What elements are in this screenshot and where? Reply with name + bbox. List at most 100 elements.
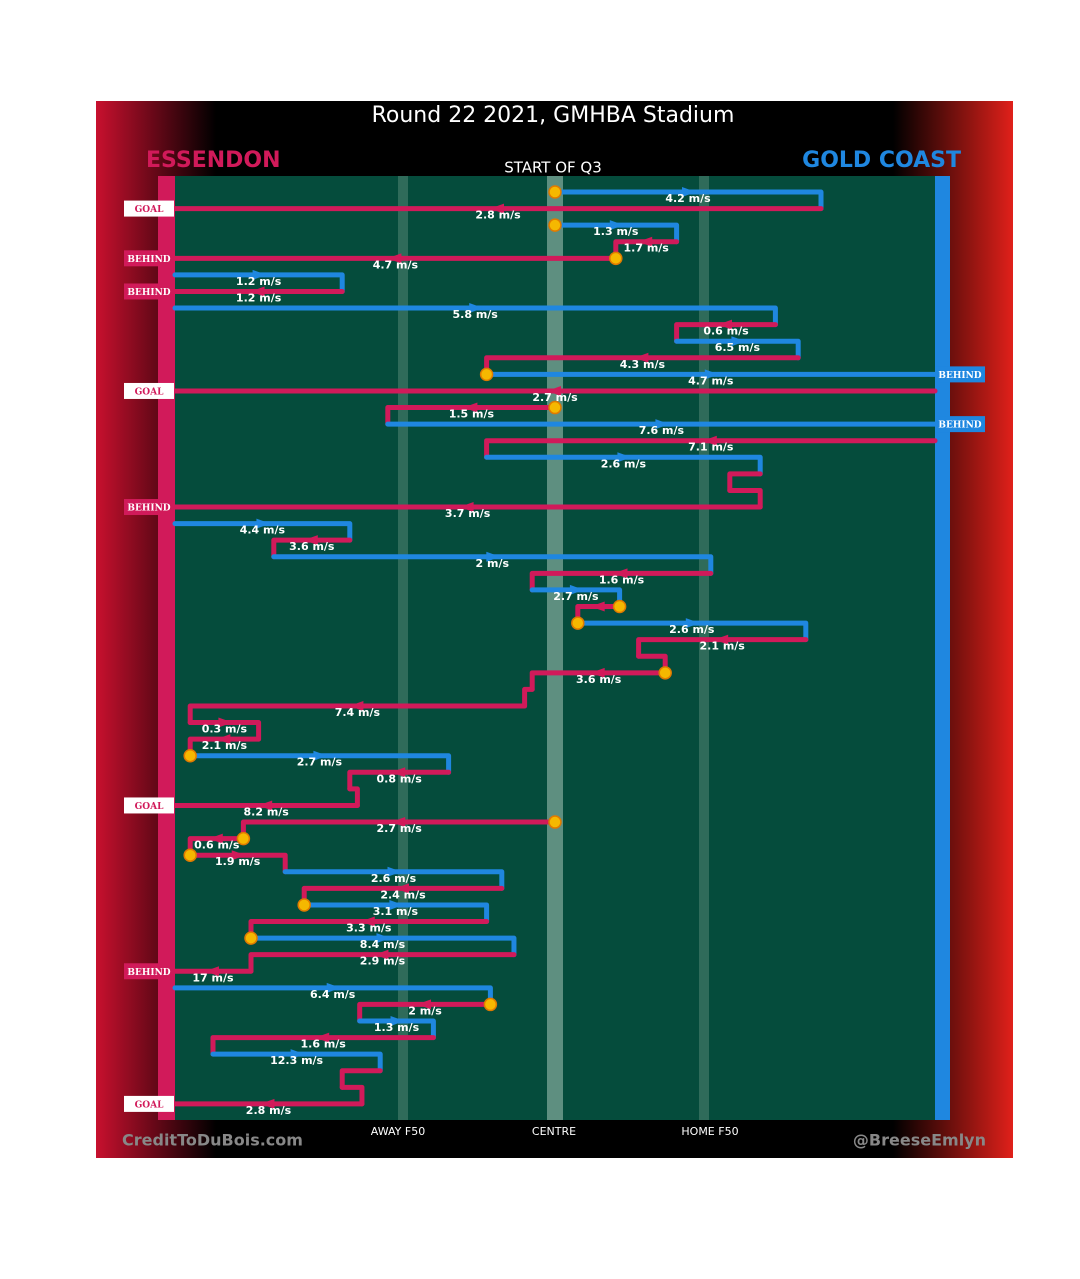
- segment: [575, 620, 809, 643]
- speed-label: 1.5 m/s: [449, 408, 495, 421]
- arrow: [231, 850, 246, 861]
- stoppage-marker: [236, 831, 251, 846]
- stoppage-marker: [612, 599, 627, 614]
- stoppage-marker: [548, 400, 562, 415]
- arrow: [390, 1016, 405, 1026]
- outcome-label: BEHIND: [938, 371, 981, 381]
- stoppage-marker: [183, 748, 197, 763]
- speed-label: 2 m/s: [408, 1004, 442, 1017]
- arrow: [349, 700, 364, 711]
- segment: [282, 869, 505, 891]
- arrow: [655, 419, 670, 430]
- speed-label: 2.8 m/s: [246, 1104, 292, 1117]
- segment: [674, 338, 801, 361]
- arrow: [205, 966, 219, 977]
- arrow: [617, 452, 632, 463]
- speed-label: 3.1 m/s: [373, 905, 419, 918]
- title: Round 22 2021, GMHBA Stadium: [372, 103, 735, 128]
- away-f50-line: [398, 176, 408, 1120]
- segment: [529, 570, 714, 593]
- arrow: [360, 916, 375, 927]
- stoppage-marker: [297, 898, 311, 912]
- arrow: [260, 1098, 275, 1109]
- arrow: [490, 203, 504, 214]
- arrow: [389, 899, 404, 910]
- arrow: [704, 369, 719, 380]
- segment: [271, 554, 714, 576]
- speed-label: 1.9 m/s: [215, 855, 261, 868]
- home-f50-line: [699, 176, 709, 1120]
- outcome-box: [124, 382, 174, 399]
- arrow: [387, 866, 402, 877]
- arrow: [256, 518, 271, 529]
- speed-label: 5.8 m/s: [453, 308, 499, 321]
- speed-label: 7.6 m/s: [639, 424, 685, 437]
- arrow: [216, 734, 231, 745]
- speed-label: 2.9 m/s: [360, 955, 406, 968]
- field-label: AWAY F50: [371, 1125, 425, 1138]
- speed-label: 2 m/s: [476, 557, 510, 570]
- speed-label: 1.6 m/s: [599, 573, 645, 586]
- speed-label: 0.6 m/s: [703, 325, 749, 338]
- segment: [674, 322, 778, 344]
- credit: @BreeseEmlyn: [853, 1131, 986, 1150]
- outcome-label: GOAL: [135, 387, 165, 397]
- outcome-label: BEHIND: [127, 288, 170, 298]
- speed-label: 0.6 m/s: [194, 839, 240, 852]
- stoppage-marker: [183, 848, 197, 862]
- stoppage-marker: [609, 251, 623, 266]
- speed-label: 1.7 m/s: [624, 242, 670, 255]
- outcome-box: [124, 963, 174, 980]
- speed-label: 6.5 m/s: [715, 341, 761, 354]
- speed-label: 1.2 m/s: [236, 291, 282, 304]
- speed-label: 3.7 m/s: [445, 507, 491, 520]
- arrow: [718, 319, 732, 330]
- away-team: GOLD COAST: [802, 148, 961, 173]
- outcome-label: BEHIND: [127, 504, 170, 514]
- segment: [210, 1035, 436, 1057]
- segment: [248, 952, 517, 974]
- segment: [727, 487, 763, 510]
- speed-label: 2.6 m/s: [601, 457, 647, 470]
- segment: [636, 637, 809, 659]
- segment: [529, 670, 668, 692]
- outcome-label: BEHIND: [127, 255, 170, 265]
- speed-label: 2.7 m/s: [553, 590, 599, 603]
- segment: [172, 305, 778, 328]
- speed-label: 7.1 m/s: [688, 441, 734, 454]
- field-label: HOME F50: [681, 1125, 738, 1138]
- outcome-box: [935, 366, 985, 383]
- arrow: [486, 551, 501, 562]
- arrow: [469, 303, 484, 314]
- arrow: [590, 667, 605, 678]
- speed-label: 12.3 m/s: [270, 1054, 323, 1067]
- segment: [552, 189, 824, 212]
- arrow: [590, 601, 605, 612]
- speed-label: 4.7 m/s: [373, 258, 419, 271]
- speed-label: 3.6 m/s: [289, 540, 335, 553]
- outcome-box: [124, 797, 174, 814]
- outcome-label: BEHIND: [127, 968, 170, 978]
- arrow: [315, 1032, 330, 1043]
- arrow: [613, 568, 628, 579]
- segment: [727, 471, 763, 493]
- speed-label: 3.3 m/s: [346, 922, 392, 935]
- arrow: [376, 933, 391, 944]
- outcome-box: [124, 250, 174, 267]
- subtitle: START OF Q3: [504, 159, 602, 177]
- segment: [347, 786, 360, 808]
- arrow: [463, 402, 478, 413]
- speed-label: 4.7 m/s: [688, 374, 734, 387]
- arrow: [702, 435, 717, 446]
- arrow: [313, 750, 328, 761]
- stoppage-marker: [548, 815, 562, 829]
- speed-label: 2.1 m/s: [202, 739, 248, 752]
- speed-label: 4.2 m/s: [665, 192, 711, 205]
- arrow: [208, 833, 223, 844]
- speed-label: 1.6 m/s: [301, 1038, 347, 1051]
- arrow: [682, 187, 696, 197]
- arrow: [547, 385, 561, 396]
- speed-label: 7.4 m/s: [335, 706, 381, 719]
- segment: [385, 405, 558, 427]
